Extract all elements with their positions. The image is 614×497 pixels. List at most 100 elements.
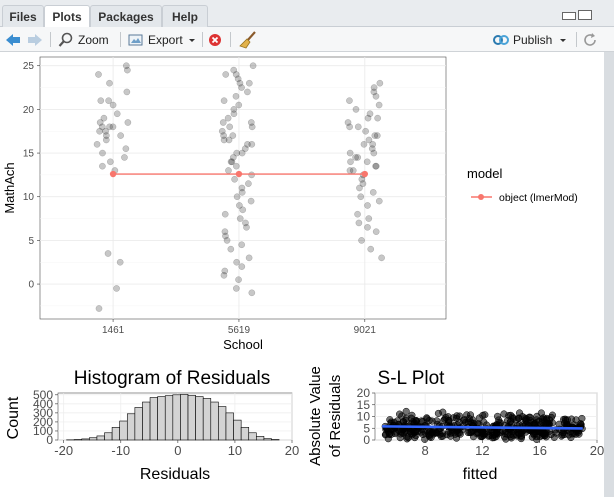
data-point	[346, 167, 354, 174]
sl-points	[381, 407, 586, 444]
histogram-bar	[119, 420, 128, 441]
data-point	[222, 71, 230, 78]
main-plot-ylabel: MathAch	[2, 162, 17, 213]
histogram-bar	[157, 396, 166, 441]
publish-icon	[493, 34, 509, 45]
data-point	[242, 219, 249, 227]
back-button[interactable]	[4, 27, 22, 52]
data-point	[244, 88, 251, 96]
x-tick-label: -20	[54, 443, 73, 458]
data-point	[249, 62, 257, 70]
data-point	[452, 434, 461, 442]
toolbar-separator	[230, 32, 231, 47]
data-point	[438, 429, 446, 437]
data-point	[439, 408, 447, 416]
tab-plots[interactable]: Plots	[44, 5, 90, 28]
histogram-bar	[81, 438, 90, 441]
data-point	[122, 62, 130, 70]
magnifier-icon	[58, 32, 73, 47]
zoom-label: Zoom	[78, 32, 109, 47]
publish-button[interactable]: Publish	[492, 27, 568, 52]
data-point	[346, 123, 353, 131]
data-point	[248, 123, 256, 131]
histogram-bar	[180, 394, 189, 441]
data-point	[122, 145, 130, 153]
data-point	[124, 119, 132, 126]
forward-button[interactable]	[26, 27, 44, 52]
histogram-bar	[104, 432, 113, 441]
x-tick-label: 20	[285, 443, 299, 458]
data-point	[517, 433, 526, 441]
data-point	[247, 119, 255, 126]
toolbar-separator	[50, 32, 51, 47]
main-plot-y-ticks: 0 5 10 15 20 25	[23, 61, 40, 291]
data-point	[356, 184, 363, 192]
zoom-button[interactable]: Zoom	[58, 27, 109, 52]
data-point	[399, 429, 407, 437]
tab-help-label: Help	[171, 9, 198, 24]
pane-tab-bar: Files Plots Packages Help	[0, 0, 614, 28]
x-tick-label: 5619	[228, 325, 251, 336]
y-tick-label: 100	[33, 424, 53, 438]
data-point	[233, 258, 241, 266]
data-point	[425, 416, 433, 424]
data-point	[236, 79, 244, 87]
data-point	[95, 305, 103, 312]
histogram-bar	[218, 406, 227, 441]
data-point	[221, 210, 229, 218]
x-tick-label: 8	[422, 443, 429, 458]
data-point	[352, 106, 360, 113]
tab-help[interactable]: Help	[162, 5, 208, 27]
data-point	[372, 162, 380, 170]
data-point	[374, 114, 381, 122]
data-point	[102, 132, 110, 139]
data-point	[248, 171, 255, 179]
histogram-bar	[195, 396, 204, 441]
data-point	[238, 84, 245, 91]
y-tick-label: 10	[357, 410, 371, 424]
data-point	[93, 140, 101, 148]
clear-all-plots-button[interactable]	[238, 27, 258, 52]
data-point	[368, 145, 376, 153]
data-point	[106, 123, 113, 131]
data-point	[235, 276, 242, 284]
maximize-pane-button[interactable]	[578, 10, 592, 20]
data-point	[354, 123, 362, 131]
data-point	[563, 416, 572, 424]
data-point	[239, 206, 247, 214]
histogram-bar	[149, 397, 158, 441]
x-tick-label: 1461	[102, 325, 125, 336]
fitted-point	[109, 170, 117, 178]
data-point	[375, 197, 383, 205]
data-point	[230, 110, 238, 118]
data-point	[238, 241, 246, 249]
histogram-bar	[111, 427, 120, 441]
plots-toolbar: Zoom Export Publish	[0, 27, 614, 52]
export-menu-button[interactable]: Export	[128, 27, 197, 52]
data-point	[360, 140, 368, 148]
data-point	[229, 132, 237, 139]
data-point	[220, 132, 227, 139]
data-point	[227, 245, 235, 253]
legend-title: model	[467, 166, 503, 181]
tab-files[interactable]: Files	[2, 5, 44, 27]
data-point	[493, 412, 502, 420]
remove-plot-button[interactable]	[208, 27, 222, 52]
y-tick-label: 20	[23, 105, 35, 116]
data-point	[102, 136, 110, 144]
y-tick-label: 10	[23, 192, 35, 203]
data-point	[220, 136, 228, 144]
data-point	[245, 180, 252, 187]
refresh-button[interactable]	[582, 27, 598, 52]
data-point	[248, 289, 256, 297]
minimize-pane-button[interactable]	[562, 12, 576, 20]
export-label: Export	[148, 32, 183, 47]
y-tick-label: 5	[363, 421, 370, 435]
tab-packages[interactable]: Packages	[90, 5, 162, 27]
data-point	[232, 162, 240, 170]
data-point	[514, 414, 522, 422]
data-point	[243, 223, 250, 231]
histogram-title: Histogram of Residuals	[74, 368, 270, 389]
data-point	[372, 228, 380, 236]
